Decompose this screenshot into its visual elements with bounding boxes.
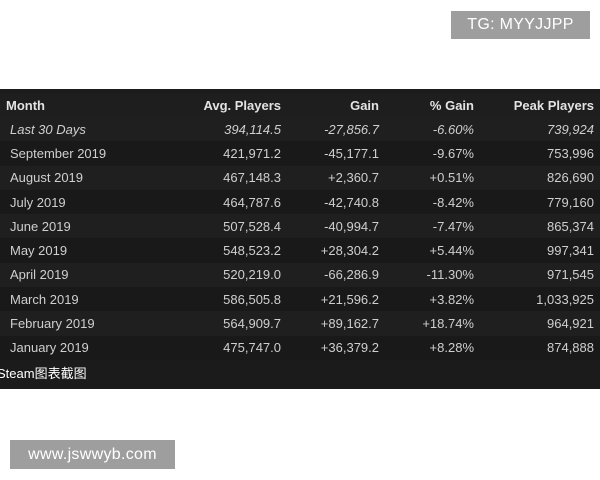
watermark-tg: TG: MYYJJPP [451, 11, 590, 39]
player-stats-panel: Month Avg. Players Gain % Gain Peak Play… [0, 89, 600, 389]
cell-gain: -45,177.1 [286, 141, 386, 166]
player-stats-table: Month Avg. Players Gain % Gain Peak Play… [0, 93, 600, 360]
cell-month: February 2019 [0, 311, 168, 336]
cell-percent-gain: +5.44% [386, 238, 482, 263]
column-header-avg-players[interactable]: Avg. Players [168, 93, 286, 117]
cell-avg-players: 394,114.5 [168, 117, 286, 142]
cell-month: August 2019 [0, 165, 168, 190]
cell-percent-gain: -6.60% [386, 117, 482, 142]
cell-percent-gain: +0.51% [386, 165, 482, 190]
table-row: Last 30 Days 394,114.5 -27,856.7 -6.60% 739,… [0, 117, 600, 142]
cell-month: May 2019 [0, 238, 168, 263]
cell-percent-gain: -11.30% [386, 262, 482, 288]
table-row: April 2019 520,219.0 -66,286.9 -11.30% 971,5… [0, 262, 600, 288]
cell-gain: +89,162.7 [286, 311, 386, 336]
cell-percent-gain: +18.74% [386, 311, 482, 336]
cell-gain: -42,740.8 [286, 189, 386, 215]
column-header-gain[interactable]: Gain [286, 93, 386, 117]
table-row: June 2019 507,528.4 -40,994.7 -7.47% 865,374 [0, 214, 600, 239]
cell-percent-gain: +8.28% [386, 335, 482, 360]
table-header-row: Month Avg. Players Gain % Gain Peak Play… [0, 93, 600, 117]
cell-peak-players: 739,924 [482, 117, 600, 142]
table-row: May 2019 548,523.2 +28,304.2 +5.44% 997,341 [0, 238, 600, 263]
cell-gain: +2,360.7 [286, 165, 386, 190]
cell-peak-players: 971,545 [482, 262, 600, 288]
watermark-site: www.jswwyb.com [10, 440, 175, 469]
cell-month: June 2019 [0, 214, 168, 239]
cell-gain: -66,286.9 [286, 262, 386, 288]
cell-avg-players: 507,528.4 [168, 214, 286, 239]
table-row: August 2019 467,148.3 +2,360.7 +0.51% 826,69… [0, 165, 600, 190]
cell-peak-players: 826,690 [482, 165, 600, 190]
table-row: July 2019 464,787.6 -42,740.8 -8.42% 779,160 [0, 189, 600, 215]
column-header-month[interactable]: Month [0, 93, 168, 117]
cell-percent-gain: -7.47% [386, 214, 482, 239]
table-row: September 2019 421,971.2 -45,177.1 -9.67% 75… [0, 141, 600, 166]
cell-gain: +36,379.2 [286, 335, 386, 360]
cell-percent-gain: +3.82% [386, 287, 482, 312]
cell-peak-players: 997,341 [482, 238, 600, 263]
column-header-percent-gain[interactable]: % Gain [386, 93, 482, 117]
cell-avg-players: 475,747.0 [168, 335, 286, 360]
cell-percent-gain: -9.67% [386, 141, 482, 166]
table-row: February 2019 564,909.7 +89,162.7 +18.74% 96… [0, 311, 600, 336]
cell-avg-players: 520,219.0 [168, 262, 286, 288]
cell-avg-players: 586,505.8 [168, 287, 286, 312]
cell-peak-players: 779,160 [482, 189, 600, 215]
cell-peak-players: 874,888 [482, 335, 600, 360]
cell-month: March 2019 [0, 287, 168, 312]
column-header-peak-players[interactable]: Peak Players [482, 93, 600, 117]
cell-avg-players: 467,148.3 [168, 165, 286, 190]
cell-gain: -40,994.7 [286, 214, 386, 239]
cell-avg-players: 464,787.6 [168, 189, 286, 215]
cell-peak-players: 964,921 [482, 311, 600, 336]
cell-avg-players: 548,523.2 [168, 238, 286, 263]
cell-gain: -27,856.7 [286, 117, 386, 142]
cell-month: April 2019 [0, 262, 168, 288]
cell-gain: +21,596.2 [286, 287, 386, 312]
screenshot-caption: Steam图表截图 [0, 366, 87, 381]
cell-month: January 2019 [0, 335, 168, 360]
cell-month: July 2019 [0, 189, 168, 215]
cell-avg-players: 421,971.2 [168, 141, 286, 166]
cell-month: Last 30 Days [0, 117, 168, 142]
cell-peak-players: 753,996 [482, 141, 600, 166]
cell-peak-players: 865,374 [482, 214, 600, 239]
table-row: January 2019 475,747.0 +36,379.2 +8.28% 874,… [0, 335, 600, 360]
cell-percent-gain: -8.42% [386, 189, 482, 215]
table-row: March 2019 586,505.8 +21,596.2 +3.82% 1,033,… [0, 287, 600, 312]
cell-month: September 2019 [0, 141, 168, 166]
cell-avg-players: 564,909.7 [168, 311, 286, 336]
cell-peak-players: 1,033,925 [482, 287, 600, 312]
cell-gain: +28,304.2 [286, 238, 386, 263]
